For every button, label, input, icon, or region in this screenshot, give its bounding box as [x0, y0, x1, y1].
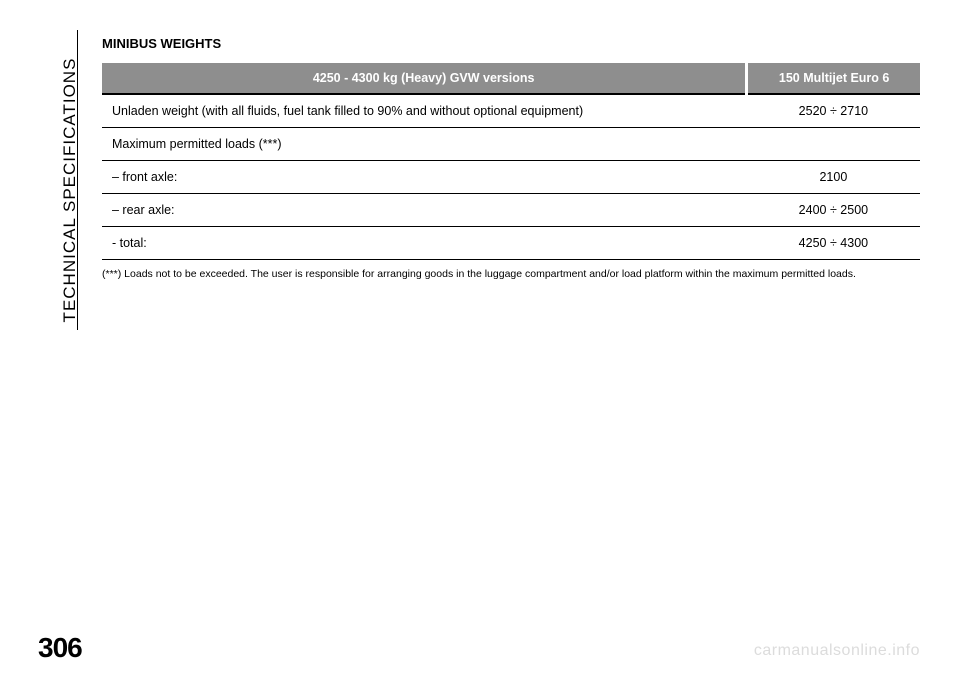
table-row: Unladen weight (with all fluids, fuel ta…	[102, 94, 920, 128]
watermark: carmanualsonline.info	[754, 642, 920, 660]
table-row: – rear axle:2400 ÷ 2500	[102, 194, 920, 227]
table-cell-value	[747, 128, 920, 161]
table-row: - total:4250 ÷ 4300	[102, 227, 920, 260]
table-cell-value: 2400 ÷ 2500	[747, 194, 920, 227]
section-title: MINIBUS WEIGHTS	[102, 36, 920, 51]
table-row: Maximum permitted loads (***)	[102, 128, 920, 161]
table-body: Unladen weight (with all fluids, fuel ta…	[102, 94, 920, 260]
table-cell-label: Maximum permitted loads (***)	[102, 128, 747, 161]
table-cell-value: 2520 ÷ 2710	[747, 94, 920, 128]
table-header-row: 4250 - 4300 kg (Heavy) GVW versions 150 …	[102, 63, 920, 94]
page: TECHNICAL SPECIFICATIONS MINIBUS WEIGHTS…	[0, 0, 960, 686]
table-cell-value: 4250 ÷ 4300	[747, 227, 920, 260]
content-area: MINIBUS WEIGHTS 4250 - 4300 kg (Heavy) G…	[102, 36, 920, 282]
page-number: 306	[38, 632, 82, 664]
table-cell-value: 2100	[747, 161, 920, 194]
table-cell-label: Unladen weight (with all fluids, fuel ta…	[102, 94, 747, 128]
side-label: TECHNICAL SPECIFICATIONS	[60, 50, 80, 330]
table-cell-label: – rear axle:	[102, 194, 747, 227]
table-header-cell: 150 Multijet Euro 6	[747, 63, 920, 94]
footnote: (***) Loads not to be exceeded. The user…	[102, 268, 920, 282]
table-cell-label: - total:	[102, 227, 747, 260]
table-header-cell: 4250 - 4300 kg (Heavy) GVW versions	[102, 63, 747, 94]
table-cell-label: – front axle:	[102, 161, 747, 194]
weights-table: 4250 - 4300 kg (Heavy) GVW versions 150 …	[102, 63, 920, 260]
side-label-container: TECHNICAL SPECIFICATIONS	[50, 30, 78, 330]
table-row: – front axle:2100	[102, 161, 920, 194]
